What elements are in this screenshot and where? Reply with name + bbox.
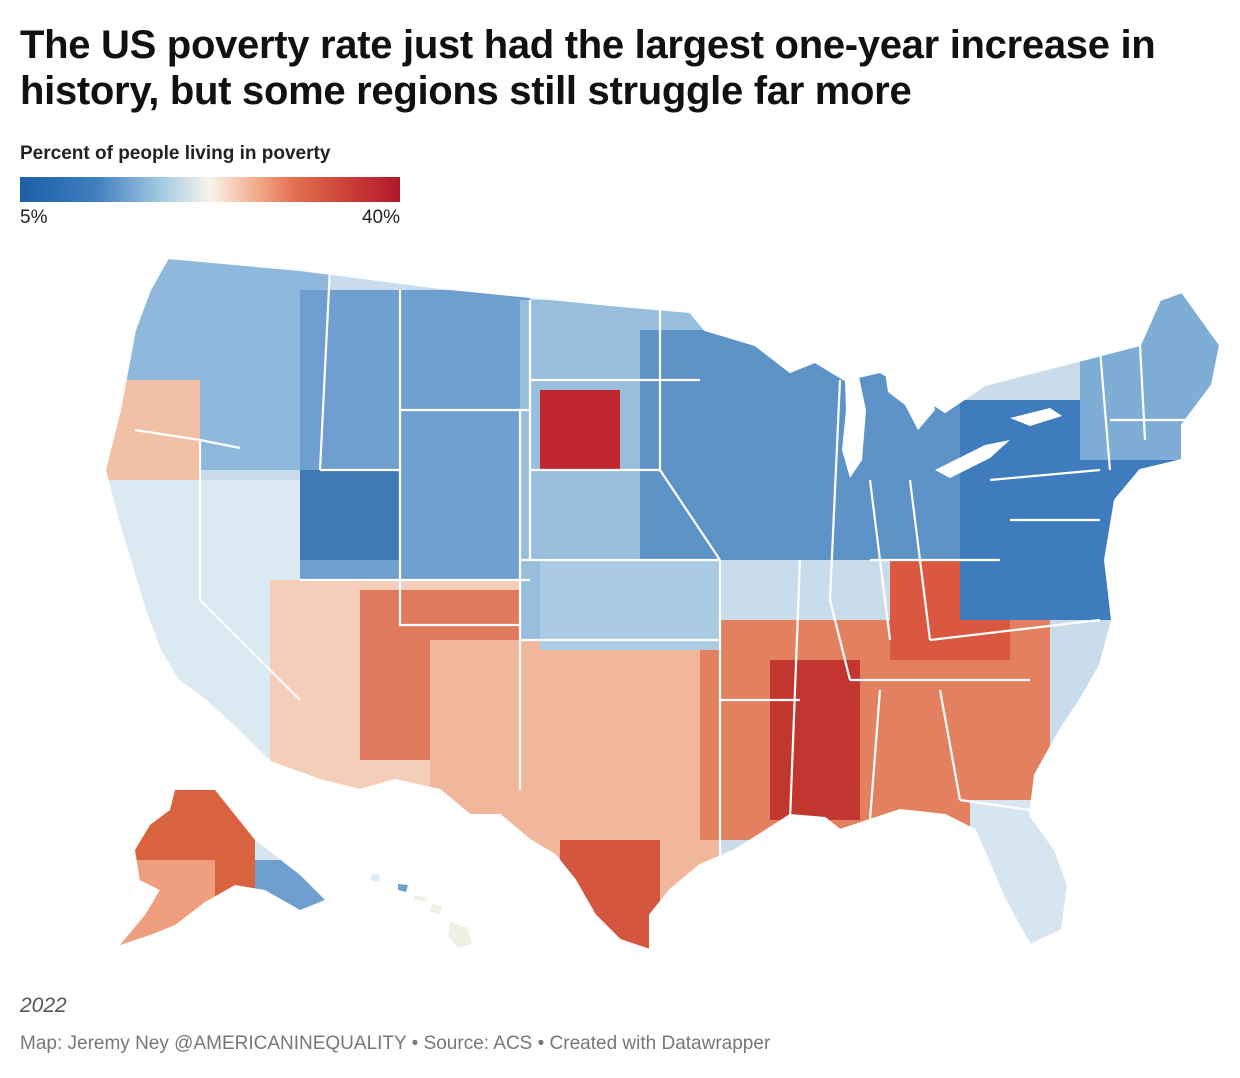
oahu-island [398, 884, 408, 892]
molokai-island [414, 896, 426, 901]
hawaii-islands [371, 874, 472, 948]
mississippi-delta-region [770, 660, 860, 820]
great-lakes [740, 332, 1062, 478]
us-county-poverty-map [103, 256, 1222, 952]
alaska-shading [120, 790, 325, 945]
state-border-line [959, 798, 1031, 812]
contiguous-us-outline [103, 256, 1222, 952]
legend-title: Percent of people living in poverty [20, 143, 331, 164]
alaska-southwest-region [120, 860, 215, 945]
maui-island [430, 904, 442, 914]
state-border-line [1138, 344, 1147, 441]
chart-title: The US poverty rate just had the largest… [20, 23, 1156, 113]
pine-ridge-region [540, 390, 620, 470]
lake-superior [740, 332, 880, 368]
texas-region [430, 640, 720, 950]
state-border-line [989, 468, 1101, 482]
south-texas-region [560, 840, 660, 950]
upper-midwest-region [640, 330, 960, 560]
map-year: 2022 [20, 994, 67, 1017]
state-border-line [788, 559, 802, 821]
lake-michigan [842, 372, 866, 478]
legend-max-label: 40% [361, 207, 400, 228]
utah-region [300, 470, 400, 560]
state-border-line [318, 267, 332, 471]
kansas-region [540, 560, 720, 650]
alaska-southeast-region [255, 860, 325, 915]
lake-ontario [1010, 408, 1062, 426]
kauai-island [371, 874, 380, 882]
state-border-line [938, 689, 962, 801]
state-borders [134, 267, 1190, 860]
lake-erie [935, 440, 1010, 478]
state-border-line [868, 689, 882, 821]
legend-min-label: 5% [20, 207, 48, 228]
alaska-region [120, 790, 325, 945]
lake-huron [885, 372, 935, 430]
state-border-line [1098, 349, 1112, 471]
credits-line: Map: Jeremy Ney @AMERICANINEQUALITY • So… [20, 1033, 771, 1054]
hawaii-island [448, 922, 472, 948]
state-border-line [398, 470, 520, 627]
state-border-line [198, 440, 301, 701]
legend-color-scale [20, 177, 400, 202]
state-border-line [658, 300, 721, 561]
state-border-line [828, 379, 852, 681]
state-border-line [929, 618, 1101, 642]
